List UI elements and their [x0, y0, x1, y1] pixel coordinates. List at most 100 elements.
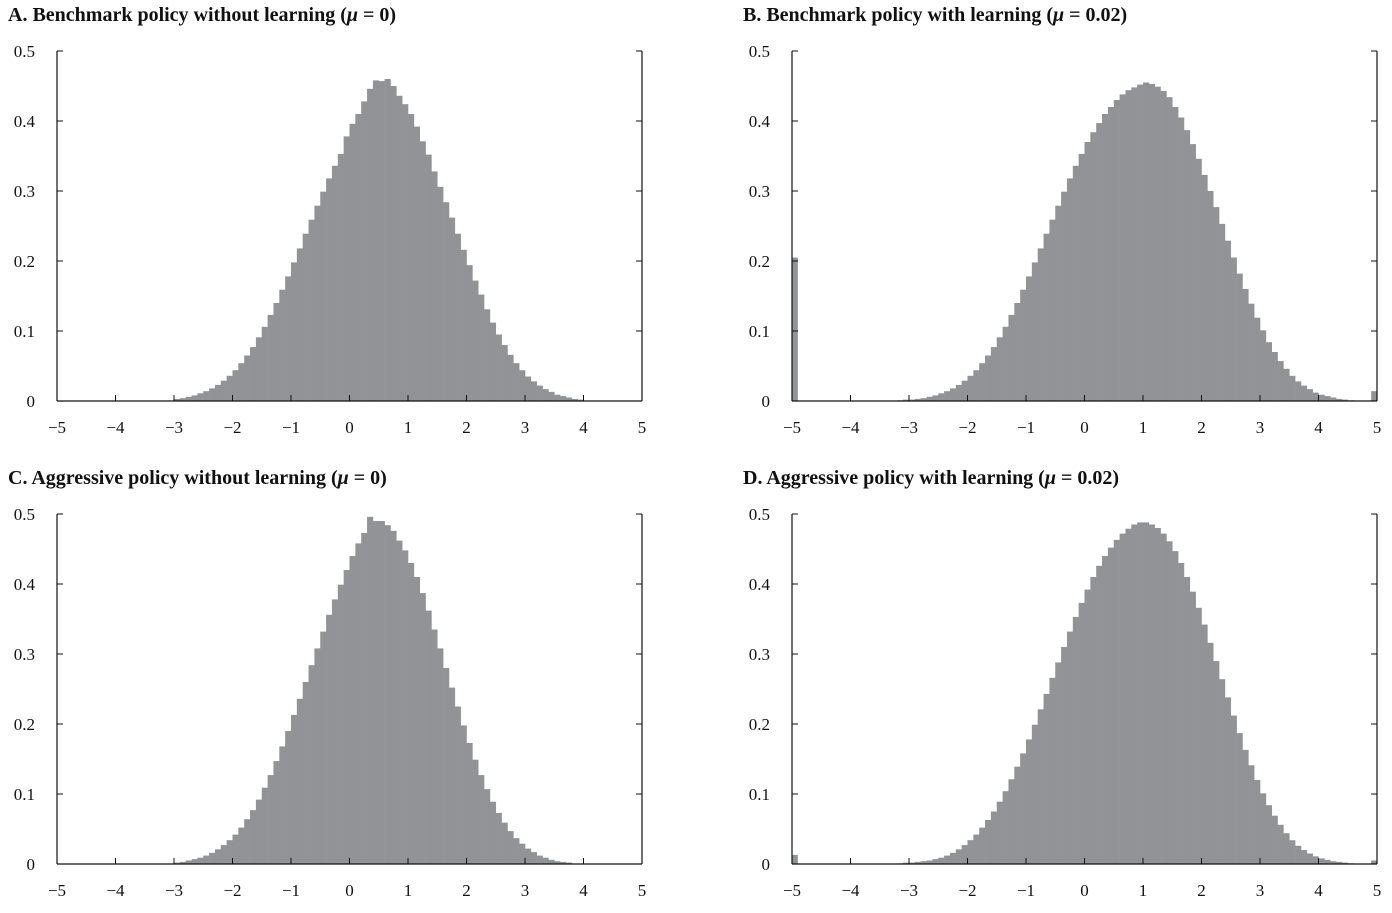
histogram-bar [949, 852, 957, 864]
histogram-bar [1148, 524, 1155, 864]
x-tick-label: −1 [1017, 418, 1035, 437]
histogram-bar [932, 395, 939, 401]
histogram-bar [1289, 375, 1296, 401]
histogram-bar [484, 789, 491, 864]
histogram-bar [460, 249, 467, 401]
panel-title-a-mu: μ [346, 4, 359, 26]
histogram-bar [367, 516, 374, 864]
y-tick-label: 0.2 [14, 715, 35, 734]
y-tick-label: 0.3 [749, 645, 770, 664]
histogram-bar [390, 86, 397, 401]
histogram-bar [396, 95, 403, 402]
x-tick-label: −3 [165, 418, 183, 437]
histogram-bar [979, 363, 986, 401]
chart-panel-d: D. Aggressive policy with learning (μ = … [735, 463, 1392, 913]
histogram-bar [1300, 385, 1308, 401]
x-tick-label: 4 [579, 881, 588, 900]
histogram-bar [174, 862, 181, 864]
histogram-bar [285, 731, 292, 864]
histogram-bar [425, 154, 432, 401]
histogram-bar [542, 389, 549, 401]
histogram-bar [1166, 541, 1173, 864]
y-tick-label: 0.5 [14, 42, 35, 61]
histogram-bar [1154, 528, 1161, 864]
histogram-bar [1084, 142, 1091, 401]
histogram-bar [571, 398, 578, 401]
histogram-bar [920, 398, 927, 401]
histogram-bar [1283, 833, 1290, 864]
histogram-bar [214, 384, 222, 401]
y-tick-label: 0 [762, 392, 771, 411]
histogram-bar [560, 861, 567, 864]
x-tick-label: 1 [404, 418, 413, 437]
histogram-bar [944, 855, 951, 864]
histogram-bar [961, 845, 968, 864]
histogram-bar [255, 337, 263, 401]
histogram-bar [1183, 130, 1191, 401]
histogram-bar [267, 314, 274, 401]
histogram-bar [413, 126, 420, 401]
histogram-bar [314, 648, 321, 864]
histogram-bar [1061, 191, 1068, 401]
panel-title-c-mu: μ [337, 467, 349, 489]
histogram-bar [337, 153, 344, 401]
histogram-bar [285, 276, 292, 401]
panel-title-b-mu: μ [1053, 4, 1065, 26]
histogram-bar [554, 394, 561, 401]
x-tick-label: −1 [282, 418, 300, 437]
histogram-bar [513, 838, 520, 864]
histogram-bar [967, 375, 974, 401]
histogram-bar [1160, 90, 1167, 402]
histogram-bar [1055, 205, 1062, 401]
histogram-bar [955, 384, 962, 401]
histogram-bar [996, 801, 1003, 864]
histogram-bar [1102, 114, 1109, 401]
y-tick-label: 0.1 [749, 785, 770, 804]
histogram-bar [396, 540, 403, 864]
x-tick-label: 5 [1373, 881, 1382, 900]
histogram-bar [1230, 257, 1237, 401]
histogram-bar [255, 799, 263, 864]
histogram-bar [985, 355, 992, 401]
histogram-bar [1119, 94, 1126, 402]
histogram-bar [1324, 859, 1331, 864]
histogram-bar [1265, 342, 1272, 401]
histogram-bar [261, 326, 268, 401]
histogram-bar [1265, 805, 1272, 864]
histogram-bar [1312, 856, 1319, 864]
x-tick-label: 4 [1314, 881, 1323, 900]
histogram-bar [1102, 556, 1109, 864]
histogram-bar [191, 859, 198, 864]
y-tick-label: 0.2 [749, 715, 770, 734]
x-tick-label: 2 [462, 418, 471, 437]
panel-title-d-tail: = 0.02) [1055, 467, 1120, 489]
histogram-bar [472, 280, 479, 401]
histogram-bar [955, 849, 962, 864]
histogram-bar [1008, 779, 1015, 864]
histogram-bar [979, 827, 986, 864]
histogram-bar [1189, 591, 1196, 864]
histogram-bar [238, 827, 245, 864]
histogram-bar [1043, 693, 1050, 864]
panel-title-c: C. Aggressive policy without learning (μ… [8, 467, 387, 490]
histogram-bar [513, 363, 520, 401]
histogram-bar [478, 775, 485, 864]
histogram-bar [530, 381, 537, 401]
panel-title-d: D. Aggressive policy with learning (μ = … [743, 467, 1119, 490]
histogram-bar [1341, 399, 1349, 401]
histogram-bar [203, 391, 210, 401]
x-tick-label: 1 [404, 881, 413, 900]
x-tick-label: −3 [900, 881, 918, 900]
histogram-bar [1113, 539, 1120, 864]
histogram-bar [197, 857, 204, 864]
histogram-bar [1037, 709, 1044, 864]
histogram-bar [1125, 90, 1132, 401]
histogram-bar [973, 370, 980, 401]
histogram-bar [349, 123, 356, 402]
histogram-bar [1271, 352, 1278, 401]
x-tick-label: −1 [1017, 881, 1035, 900]
histogram-bar [1078, 602, 1085, 864]
panel-title-c-tail: = 0) [348, 467, 387, 489]
histogram-bar [1107, 547, 1115, 864]
panel-title-b-text: B. Benchmark policy with learning ( [743, 4, 1054, 26]
